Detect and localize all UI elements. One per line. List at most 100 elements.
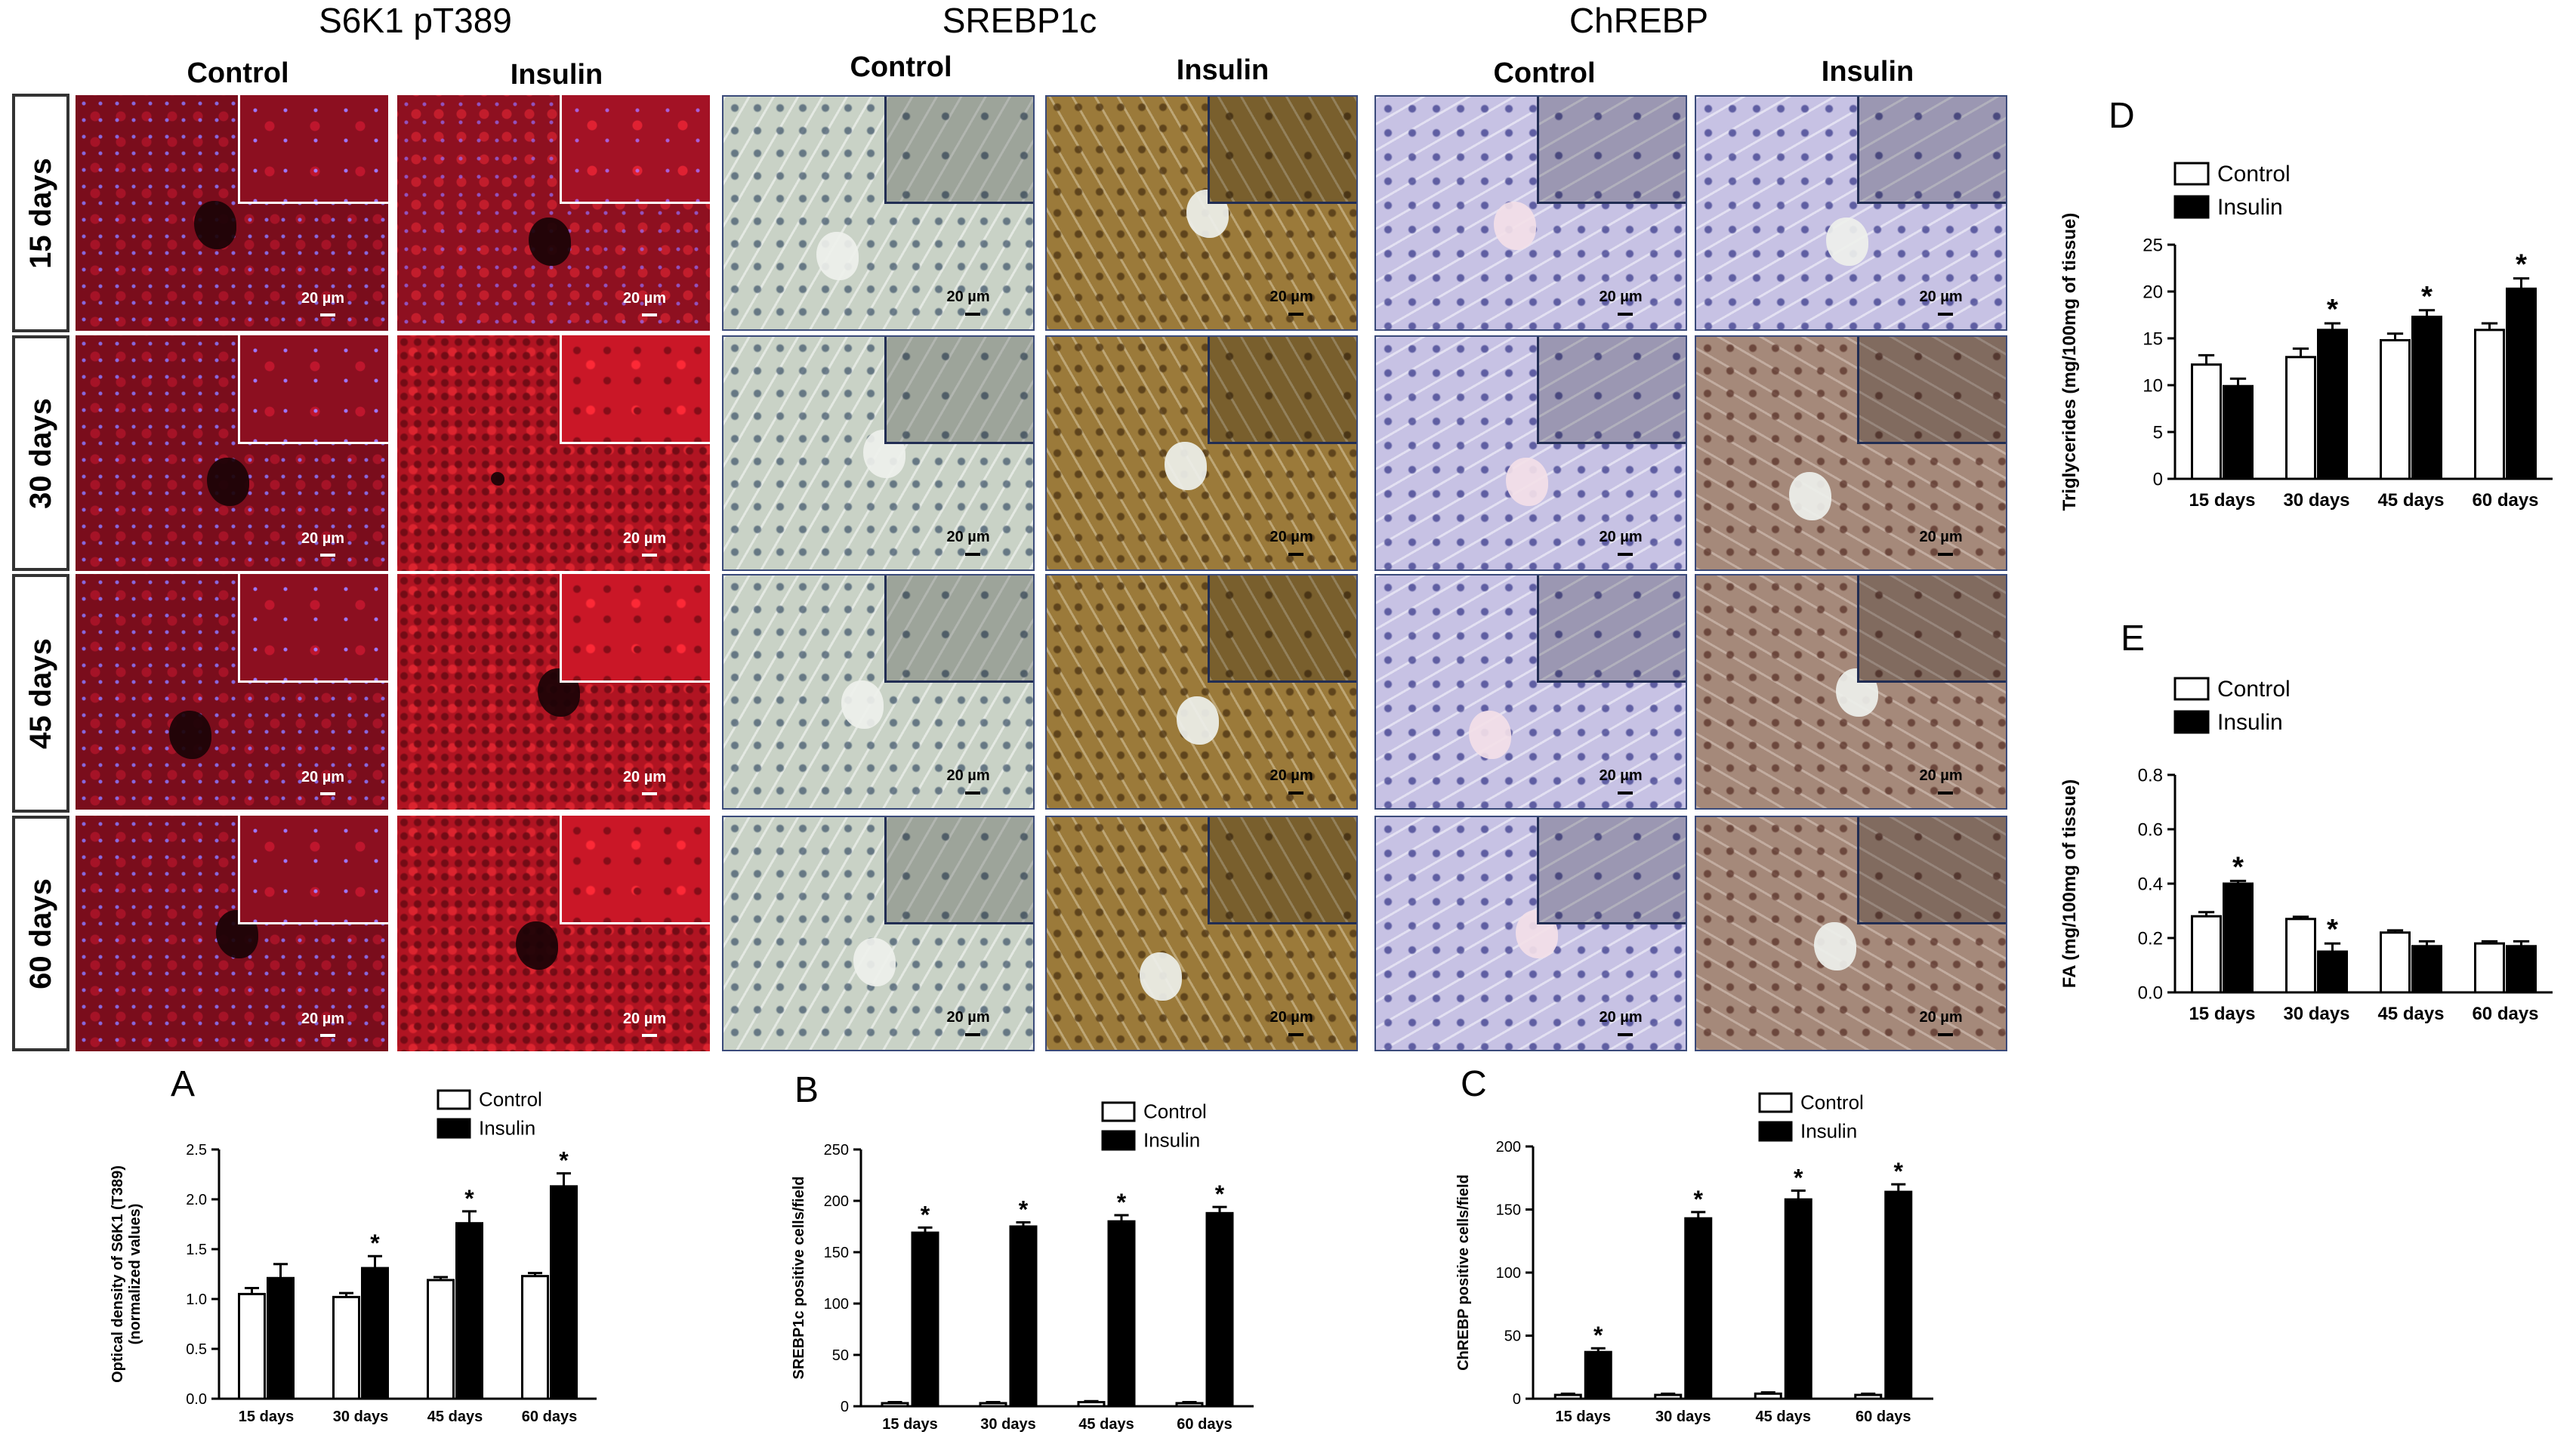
- y-tick-label: 5: [2153, 422, 2163, 443]
- scale-bar: [319, 554, 335, 557]
- scale-bar: [319, 792, 335, 796]
- legend-swatch-insulin: [2173, 710, 2210, 734]
- magnified-inset: [560, 816, 710, 924]
- y-tick-label: 10: [2143, 375, 2163, 396]
- y-tick-label: 50: [1504, 1328, 1521, 1345]
- bar-control-15-days: [238, 1292, 266, 1400]
- row-label-30-days: 30 days: [12, 335, 69, 571]
- x-tick-label: 15 days: [1556, 1409, 1611, 1425]
- y-tick-label: 0.0: [186, 1391, 207, 1408]
- micrograph-chrebp-control-30-days: 20 µm: [1374, 335, 1687, 571]
- bar-insulin-15-days: [911, 1231, 939, 1408]
- x-tick-label: 45 days: [427, 1409, 483, 1425]
- micrograph-s6k1-insulin-15-days: 20 µm: [397, 95, 710, 331]
- vessel-region: [816, 231, 859, 280]
- panel-letter-e: E: [2121, 619, 2146, 659]
- y-tick-label: 150: [824, 1245, 849, 1261]
- bar-insulin-45-days: [1784, 1198, 1812, 1400]
- significance-asterisk: *: [1894, 1158, 1904, 1185]
- bar-control-60-days: [1175, 1402, 1204, 1408]
- significance-asterisk: *: [2421, 280, 2433, 313]
- vessel-region: [1826, 218, 1869, 267]
- bar-control-45-days: [427, 1279, 455, 1400]
- scale-bar: [1938, 1032, 1954, 1036]
- bar-control-45-days: [1077, 1401, 1106, 1408]
- bar-control-45-days: [2380, 338, 2411, 480]
- significance-asterisk: *: [1694, 1186, 1704, 1213]
- magnified-inset: [884, 337, 1033, 444]
- magnified-inset: [1537, 817, 1686, 924]
- bar-insulin-60-days: [1205, 1211, 1234, 1408]
- scale-bar-label: 20 µm: [1919, 767, 1963, 785]
- scale-bar-label: 20 µm: [1269, 289, 1313, 306]
- significance-asterisk: *: [1019, 1196, 1029, 1223]
- vessel-region: [1493, 201, 1536, 250]
- scale-bar: [641, 313, 657, 317]
- scale-bar-label: 20 µm: [946, 529, 990, 546]
- bar-insulin-45-days: [2411, 315, 2442, 480]
- bar-control-30-days: [1654, 1393, 1683, 1400]
- bar-insulin-30-days: [1009, 1225, 1038, 1408]
- legend-swatch-insulin: [437, 1118, 471, 1139]
- y-tick-label: 0: [841, 1399, 849, 1415]
- panel-letter-a: A: [171, 1064, 196, 1104]
- bar-insulin-60-days: [1884, 1190, 1913, 1400]
- vessel-region: [1164, 441, 1207, 490]
- vessel-region: [1813, 921, 1856, 970]
- micrograph-s6k1-control-45-days: 20 µm: [76, 574, 388, 810]
- bar-control-30-days: [2285, 918, 2316, 994]
- micrograph-chrebp-insulin-30-days: 20 µm: [1695, 335, 2007, 571]
- col-header-chrebp-control: Control: [1493, 57, 1596, 89]
- magnified-inset: [884, 817, 1033, 924]
- vessel-region: [516, 921, 559, 970]
- scale-bar-label: 20 µm: [1599, 529, 1643, 546]
- x-tick-label: 60 days: [2472, 490, 2538, 511]
- vessel-region: [1506, 458, 1549, 507]
- scale-bar: [965, 312, 981, 316]
- scale-bar: [641, 792, 657, 796]
- scale-bar-label: 20 µm: [946, 1009, 990, 1026]
- scale-bar: [1288, 1032, 1304, 1036]
- y-tick-label: 2.5: [186, 1142, 207, 1159]
- micrograph-chrebp-control-15-days: 20 µm: [1374, 95, 1687, 331]
- vessel-region: [1789, 471, 1831, 520]
- significance-asterisk: *: [370, 1230, 380, 1257]
- legend-label-control: Control: [2217, 677, 2291, 702]
- y-tick-label: 0.8: [2138, 765, 2163, 785]
- legend-label-insulin: Insulin: [2217, 195, 2283, 220]
- micrograph-chrebp-control-60-days: 20 µm: [1374, 816, 1687, 1051]
- vessel-region: [206, 458, 249, 507]
- heading-s6k1: S6K1 pT389: [319, 1, 512, 40]
- significance-asterisk: *: [1215, 1180, 1225, 1208]
- legend-label-control: Control: [2217, 162, 2291, 187]
- scale-bar-label: 20 µm: [946, 289, 990, 306]
- bar-insulin-30-days: [2317, 329, 2348, 480]
- significance-asterisk: *: [2232, 850, 2244, 883]
- magnified-inset: [884, 575, 1033, 683]
- magnified-inset: [1857, 817, 2006, 924]
- vessel-region: [528, 218, 571, 267]
- significance-asterisk: *: [2327, 913, 2338, 946]
- magnified-inset: [1208, 337, 1356, 444]
- scale-bar-label: 20 µm: [1919, 1009, 1963, 1026]
- magnified-inset: [1857, 97, 2006, 204]
- magnified-inset: [1208, 575, 1356, 683]
- scale-bar: [965, 552, 981, 556]
- scale-bar: [641, 554, 657, 557]
- y-tick-label: 150: [1496, 1202, 1521, 1219]
- micrograph-srebp1c-insulin-60-days: 20 µm: [1045, 816, 1358, 1051]
- legend-swatch-control: [1758, 1092, 1793, 1113]
- micrograph-srebp1c-insulin-45-days: 20 µm: [1045, 574, 1358, 810]
- micrograph-s6k1-control-30-days: 20 µm: [76, 335, 388, 571]
- scale-bar-label: 20 µm: [1269, 1009, 1313, 1026]
- bar-control-30-days: [979, 1402, 1007, 1408]
- scale-bar-label: 20 µm: [1269, 529, 1313, 546]
- magnified-inset: [238, 816, 388, 924]
- y-tick-label: 200: [824, 1193, 849, 1210]
- y-tick-label: 0.0: [2138, 983, 2163, 1003]
- significance-asterisk: *: [921, 1201, 930, 1228]
- magnified-inset: [1537, 337, 1686, 444]
- chart-b: 0 50 100 150 200 250 SREBP1c positive cells/fi…: [791, 1100, 1254, 1433]
- bar-control-30-days: [2285, 356, 2316, 480]
- x-tick-label: 45 days: [1078, 1416, 1134, 1433]
